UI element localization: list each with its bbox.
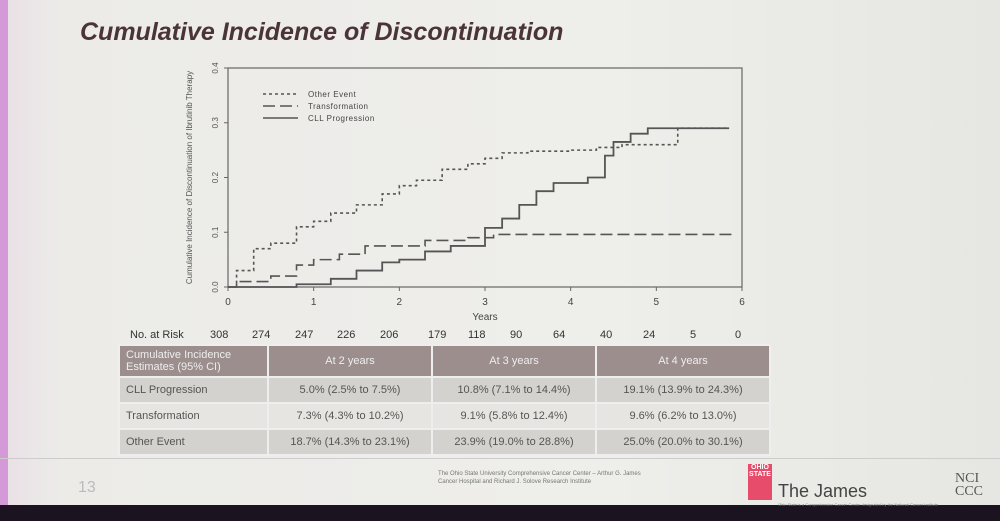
y-tick-label: 0.2	[211, 171, 220, 183]
x-tick-label: 0	[225, 297, 231, 308]
y-tick-label: 0.0	[211, 281, 220, 293]
the-james-brand: The James	[778, 481, 868, 501]
x-tick-label: 4	[568, 297, 574, 308]
table-row: Other Event 18.7% (14.3% to 23.1%) 23.9% (…	[118, 428, 771, 456]
risk-value: 206	[380, 329, 399, 341]
table-cell: 9.1% (5.8% to 12.4%)	[431, 402, 597, 430]
slide-title: Cumulative Incidence of Discontinuation	[80, 18, 564, 46]
page-number: 13	[78, 479, 96, 496]
plot-frame	[227, 67, 743, 288]
estimates-table: Cumulative Incidence Estimates (95% CI) …	[118, 344, 771, 456]
x-axis-label: Years	[472, 312, 497, 323]
number-at-risk-row: No. at Risk 308 274 247 226 206 179 118 90 64 40 24…	[130, 329, 770, 345]
header-cell: At 3 years	[431, 344, 597, 378]
table-cell: 7.3% (4.3% to 10.2%)	[267, 402, 433, 430]
nci-ccc-logo: NCI CCC	[955, 471, 984, 499]
x-tick-label: 5	[654, 297, 660, 308]
y-tick-label: 0.3	[211, 117, 220, 129]
series-line-other-event	[228, 127, 730, 288]
risk-value: 308	[210, 329, 229, 341]
risk-value: 24	[643, 329, 656, 341]
cumulative-incidence-chart: 0 1 2 3 4 5 6 0.0 0.1 0.2 0.3 0.4 Years Cumulative In…	[185, 62, 745, 323]
risk-value: 90	[510, 329, 523, 341]
header-cell: At 2 years	[267, 344, 433, 378]
x-tick-label: 6	[739, 297, 745, 308]
risk-label: No. at Risk	[130, 329, 184, 341]
table-row: CLL Progression 5.0% (2.5% to 7.5%) 10.8% …	[118, 376, 771, 404]
table-cell: 25.0% (20.0% to 30.1%)	[595, 428, 771, 456]
slide-edge	[0, 0, 8, 505]
header-cell: At 4 years	[595, 344, 771, 378]
table-row: Transformation 7.3% (4.3% to 10.2%) 9.1% (…	[118, 402, 771, 430]
risk-value: 40	[600, 329, 613, 341]
series-line-transformation	[228, 233, 734, 288]
ohio-state-logo: OHIO STATE	[748, 464, 772, 500]
risk-value: 247	[295, 329, 314, 341]
risk-value: 64	[553, 329, 566, 341]
x-tick-label: 1	[311, 297, 317, 308]
y-tick-label: 0.1	[211, 226, 220, 238]
table-cell: Other Event	[118, 428, 269, 456]
table-cell: 23.9% (19.0% to 28.8%)	[431, 428, 597, 456]
slide: Cumulative Incidence of Discontinuation …	[0, 0, 1000, 507]
y-axis-label: Cumulative Incidence of Discontinuation …	[185, 71, 194, 284]
risk-value: 118	[468, 329, 486, 341]
table-cell: 10.8% (7.1% to 14.4%)	[431, 376, 597, 404]
series-line-cll-progression	[228, 127, 730, 288]
table-cell: 19.1% (13.9% to 24.3%)	[595, 376, 771, 404]
risk-value: 274	[252, 329, 271, 341]
legend-label: CLL Progression	[308, 114, 375, 123]
risk-value: 179	[428, 329, 447, 341]
institution-text: The Ohio State University Comprehensive …	[438, 471, 641, 485]
table-cell: Transformation	[118, 402, 269, 430]
table-cell: 5.0% (2.5% to 7.5%)	[267, 376, 433, 404]
header-cell: Cumulative Incidence Estimates (95% CI)	[118, 344, 269, 378]
legend-label: Other Event	[308, 90, 356, 99]
x-tick-label: 3	[482, 297, 488, 308]
table-cell: CLL Progression	[118, 376, 269, 404]
brand-subtitle: Ohio State is a Comprehensive Cancer Cen…	[778, 502, 939, 507]
risk-value: 0	[735, 329, 742, 341]
table-cell: 9.6% (6.2% to 13.0%)	[595, 402, 771, 430]
y-tick-label: 0.4	[211, 62, 220, 74]
risk-value: 5	[690, 329, 697, 341]
risk-value: 226	[337, 329, 356, 341]
footer: 13	[0, 458, 1000, 506]
table-cell: 18.7% (14.3% to 23.1%)	[267, 428, 433, 456]
legend-label: Transformation	[308, 102, 369, 111]
x-tick-label: 2	[397, 297, 403, 308]
